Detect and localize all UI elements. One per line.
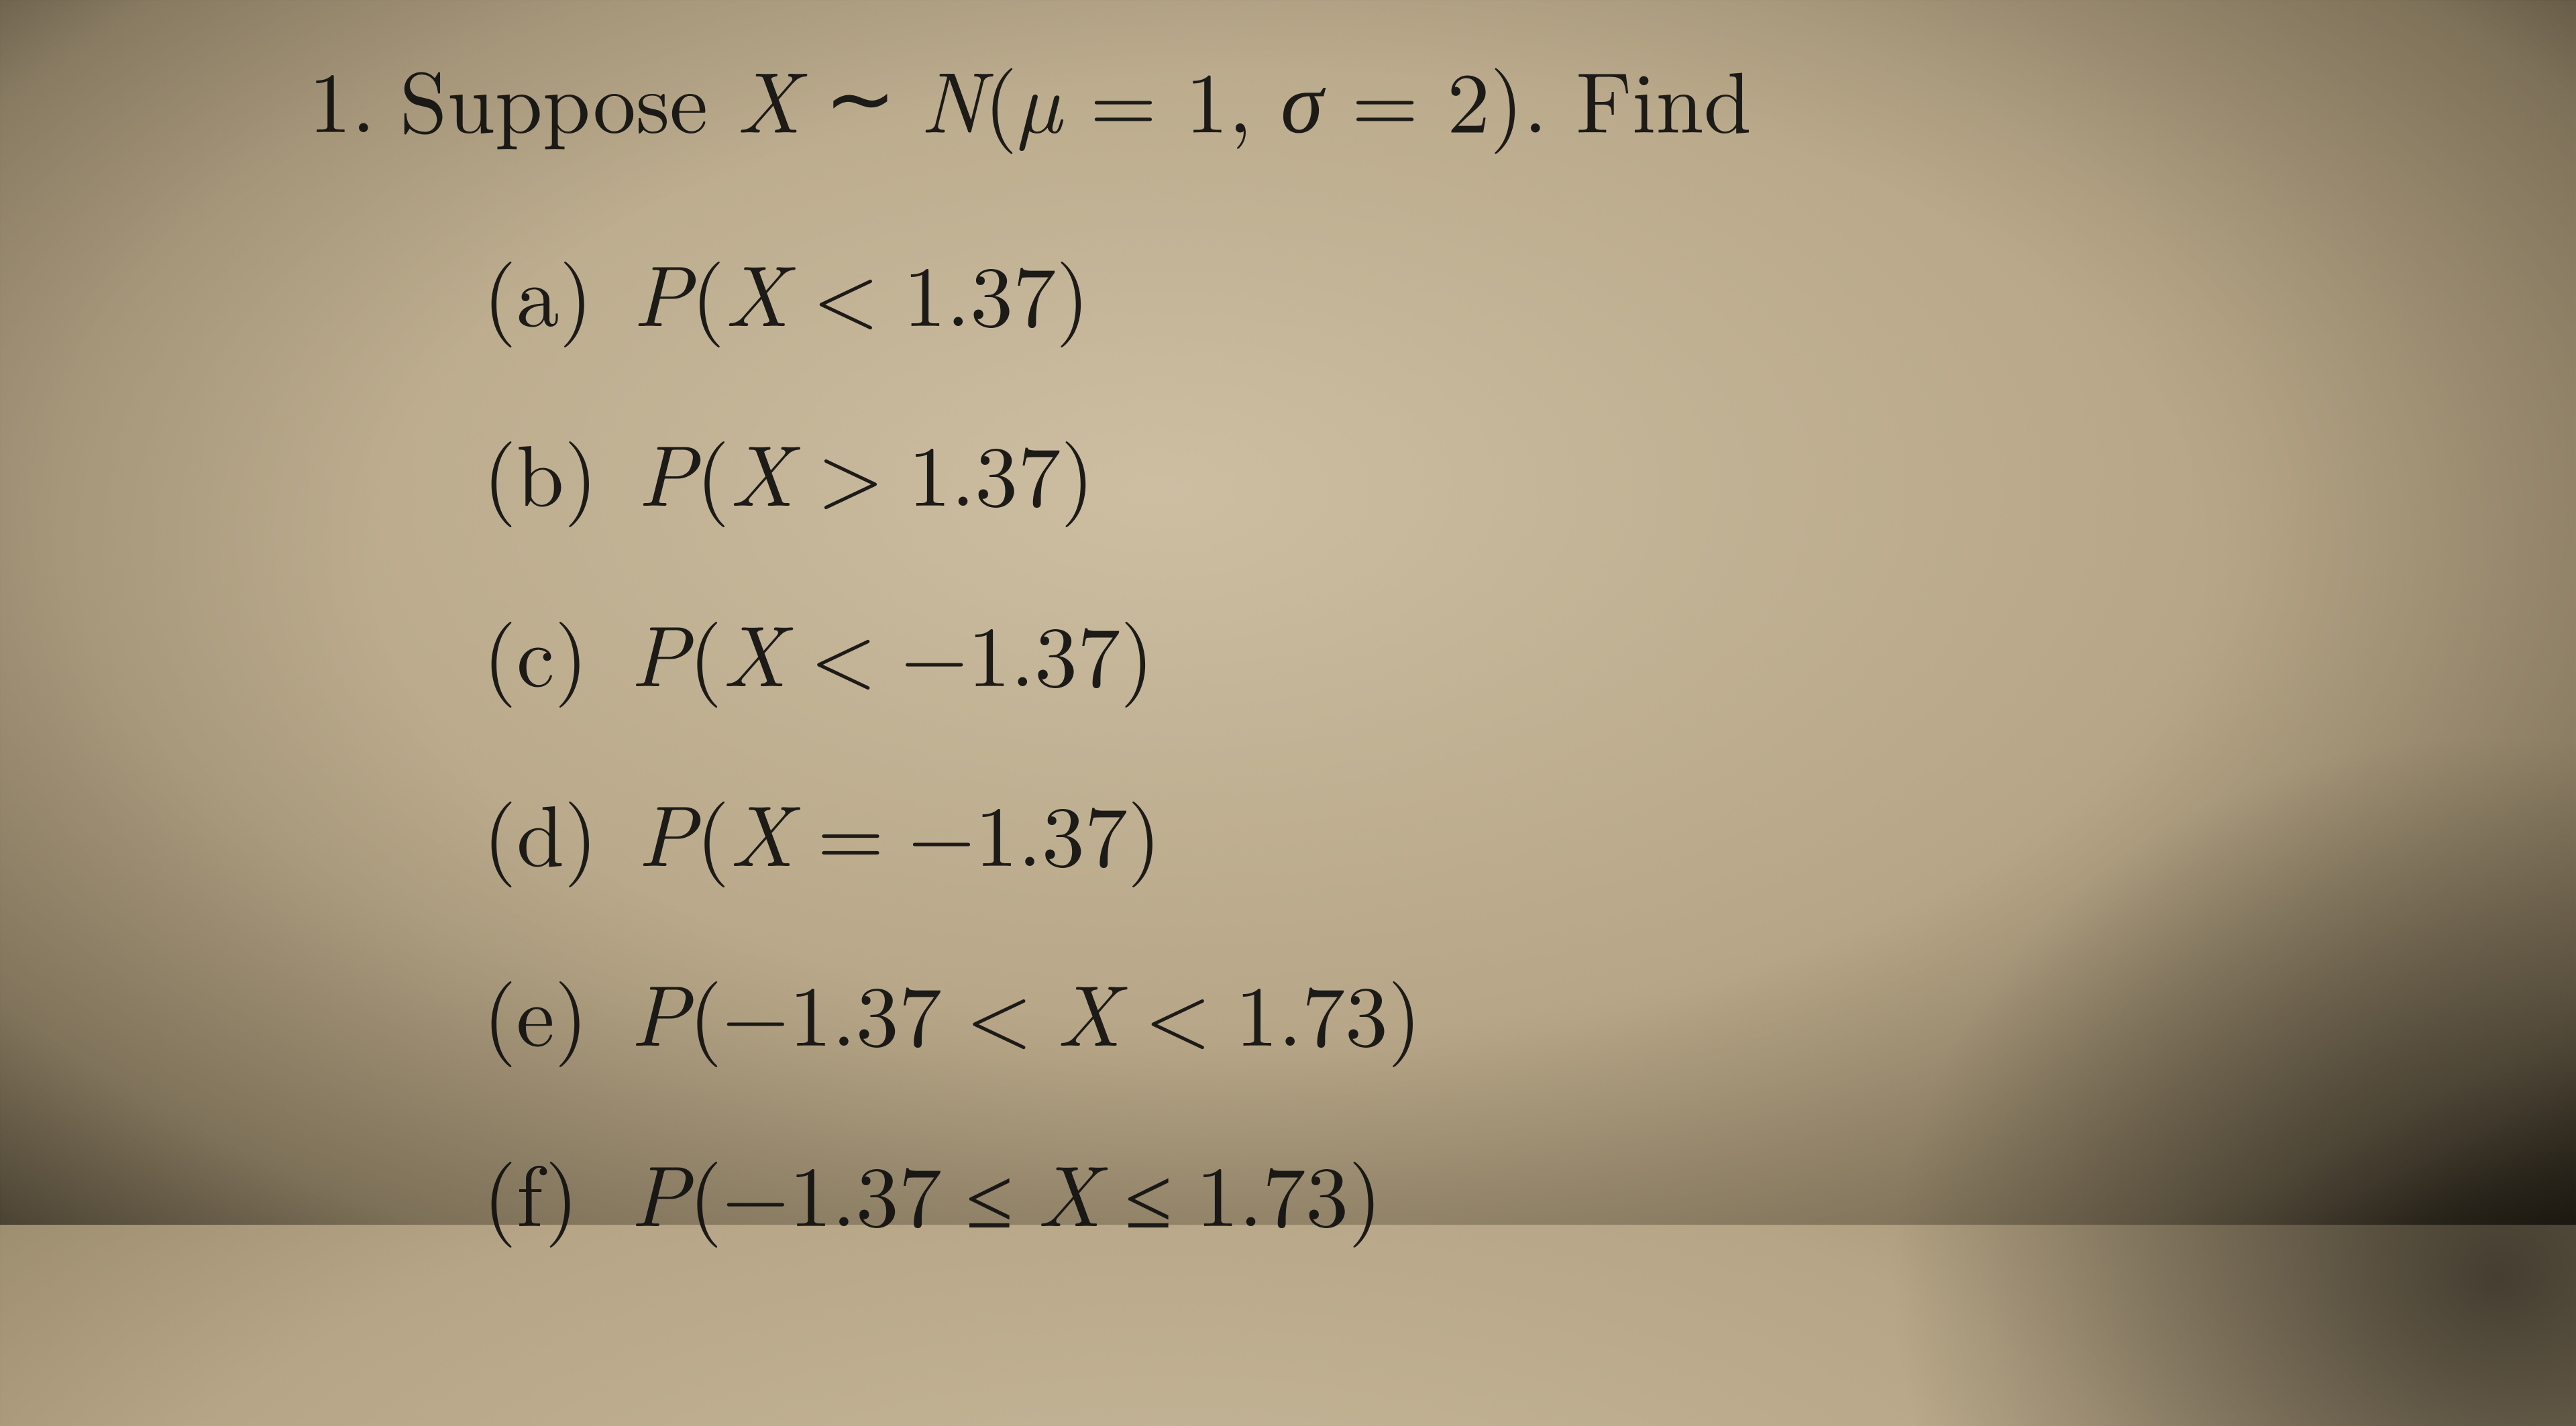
sub-item: (f) P(−1.37≤X≤1.73) <box>483 1125 2442 1260</box>
sub-item-label: (f) <box>483 1125 590 1258</box>
mu: µ <box>1018 36 1061 158</box>
sub-item-expression: P(X<1.37) <box>633 225 1089 358</box>
problem-block: 1. Suppose X∼N(µ = 1, σ = 2). Find (a) P(… <box>309 27 2442 1260</box>
eq2: = <box>1323 36 1447 158</box>
close-paren: ). <box>1490 36 1547 158</box>
problem-number: 1. <box>309 31 376 164</box>
sub-item-label: (e) <box>483 944 590 1077</box>
sub-item: (b) P(X>1.37) <box>483 404 2442 537</box>
tilde: ∼ <box>824 27 896 160</box>
stem-prefix: Suppose <box>400 36 737 158</box>
stem-text: Suppose X∼N(µ = 1, σ = 2). Find <box>400 27 1752 164</box>
sub-item-expression: P(−1.37<X<1.73) <box>631 944 1421 1077</box>
open-paren: ( <box>984 36 1018 158</box>
page: 1. Suppose X∼N(µ = 1, σ = 2). Find (a) P(… <box>0 0 2576 1225</box>
sub-item-label: (d) <box>483 765 598 897</box>
sub-item-expression: P(X<−1.37) <box>631 585 1154 718</box>
sub-item: (d) P(X=−1.37) <box>483 765 2442 897</box>
sub-item-label: (b) <box>483 404 598 537</box>
sub-item-expression: P(−1.37≤X≤1.73) <box>631 1125 1382 1260</box>
sub-item-label: (c) <box>483 585 590 718</box>
eq1: = <box>1061 36 1185 158</box>
sub-item: (e) P(−1.37<X<1.73) <box>483 944 2442 1077</box>
var-X: X <box>737 36 800 158</box>
problem-stem: 1. Suppose X∼N(µ = 1, σ = 2). Find <box>309 27 2442 164</box>
sub-item: (c) P(X<−1.37) <box>483 585 2442 718</box>
sub-item-expression: P(X>1.37) <box>638 404 1094 537</box>
sub-item-expression: P(X=−1.37) <box>638 765 1161 897</box>
sub-item-label: (a) <box>483 225 593 358</box>
dist-N: N <box>920 36 984 158</box>
sigma: σ <box>1281 36 1323 158</box>
stem-suffix: Find <box>1548 36 1752 158</box>
mu-val: 1 <box>1185 36 1228 158</box>
comma: , <box>1228 36 1281 158</box>
sub-items: (a) P(X<1.37) (b) P(X>1.37) (c) P(X<−1.37) (d)… <box>483 225 2442 1260</box>
sub-item: (a) P(X<1.37) <box>483 225 2442 358</box>
sigma-val: 2 <box>1447 36 1490 158</box>
